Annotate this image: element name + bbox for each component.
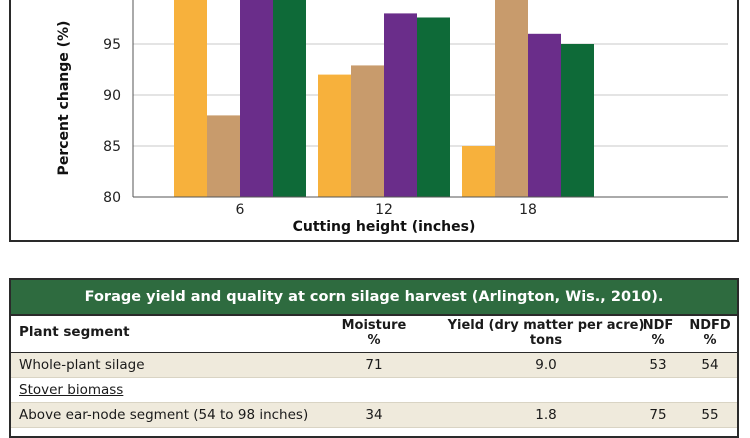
row-segment: Whole-plant silage [19,357,145,373]
bar-6-series-4 [273,0,306,197]
x-tick-label: 12 [375,202,393,218]
header-plant-segment: Plant segment [19,324,130,340]
row-ndf: 53 [649,357,667,373]
bar-6-series-1 [174,0,207,197]
header-ndf-label: NDF [642,318,674,333]
bar-12-series-3 [384,13,417,198]
bar-6-series-2 [207,115,240,197]
row-moisture: 71 [365,357,383,373]
table-title: Forage yield and quality at corn silage … [11,280,737,316]
table-row-stover-biomass: Stover biomass [11,378,737,403]
x-tick-label: 18 [519,202,537,218]
header-ndfd-label: NDFD [689,318,731,333]
header-yield: Yield (dry matter per acre) tons [431,318,661,348]
header-yield-label: Yield (dry matter per acre) [447,318,645,333]
y-axis-title: Percent change (%) [56,21,72,176]
table-row-above-ear-node: Above ear-node segment (54 to 98 inches)… [11,403,737,428]
y-tick-label: 80 [103,190,121,206]
bar-18-series-4 [561,44,594,197]
row-moisture: 34 [365,407,383,423]
header-ndf-unit: % [651,333,665,348]
row-segment: Stover biomass [19,382,124,398]
table-row-whole-plant: Whole-plant silage 71 9.0 53 54 [11,353,737,378]
forage-table: Forage yield and quality at corn silage … [9,278,739,438]
bar-chart-panel: 80 85 90 95 6 12 18 Percent change (%) Cutting… [9,0,739,242]
row-yield: 1.8 [535,407,557,423]
row-ndfd: 55 [701,407,719,423]
bar-12-series-2 [351,65,384,197]
header-moisture: Moisture % [326,318,422,348]
x-tick-label: 6 [236,202,245,218]
bar-12-series-1 [318,74,351,197]
header-ndf: NDF % [629,318,687,348]
y-tick-label: 90 [103,88,121,104]
row-ndf: 75 [649,407,667,423]
row-ndfd: 54 [701,357,719,373]
bar-chart: 80 85 90 95 6 12 18 Percent change (%) Cutting… [56,0,728,235]
bar-18-series-2 [495,0,528,197]
bar-18-series-3 [528,33,561,197]
header-moisture-label: Moisture [341,318,407,333]
bar-18-series-1 [462,146,495,197]
bar-6-series-3 [240,0,273,197]
header-moisture-unit: % [367,333,381,348]
table-header-row: Plant segment Moisture % Yield (dry matt… [11,316,737,353]
row-yield: 9.0 [535,357,557,373]
row-segment: Above ear-node segment (54 to 98 inches) [19,407,309,423]
y-tick-label: 95 [103,37,121,53]
header-ndfd-unit: % [703,333,717,348]
bars [174,0,594,198]
y-tick-label: 85 [103,139,121,155]
axes: 80 85 90 95 6 12 18 [103,0,728,218]
header-yield-unit: tons [529,333,563,348]
header-ndfd: NDFD % [683,318,737,348]
bar-12-series-4 [417,17,450,198]
x-axis-title: Cutting height (inches) [293,219,476,235]
